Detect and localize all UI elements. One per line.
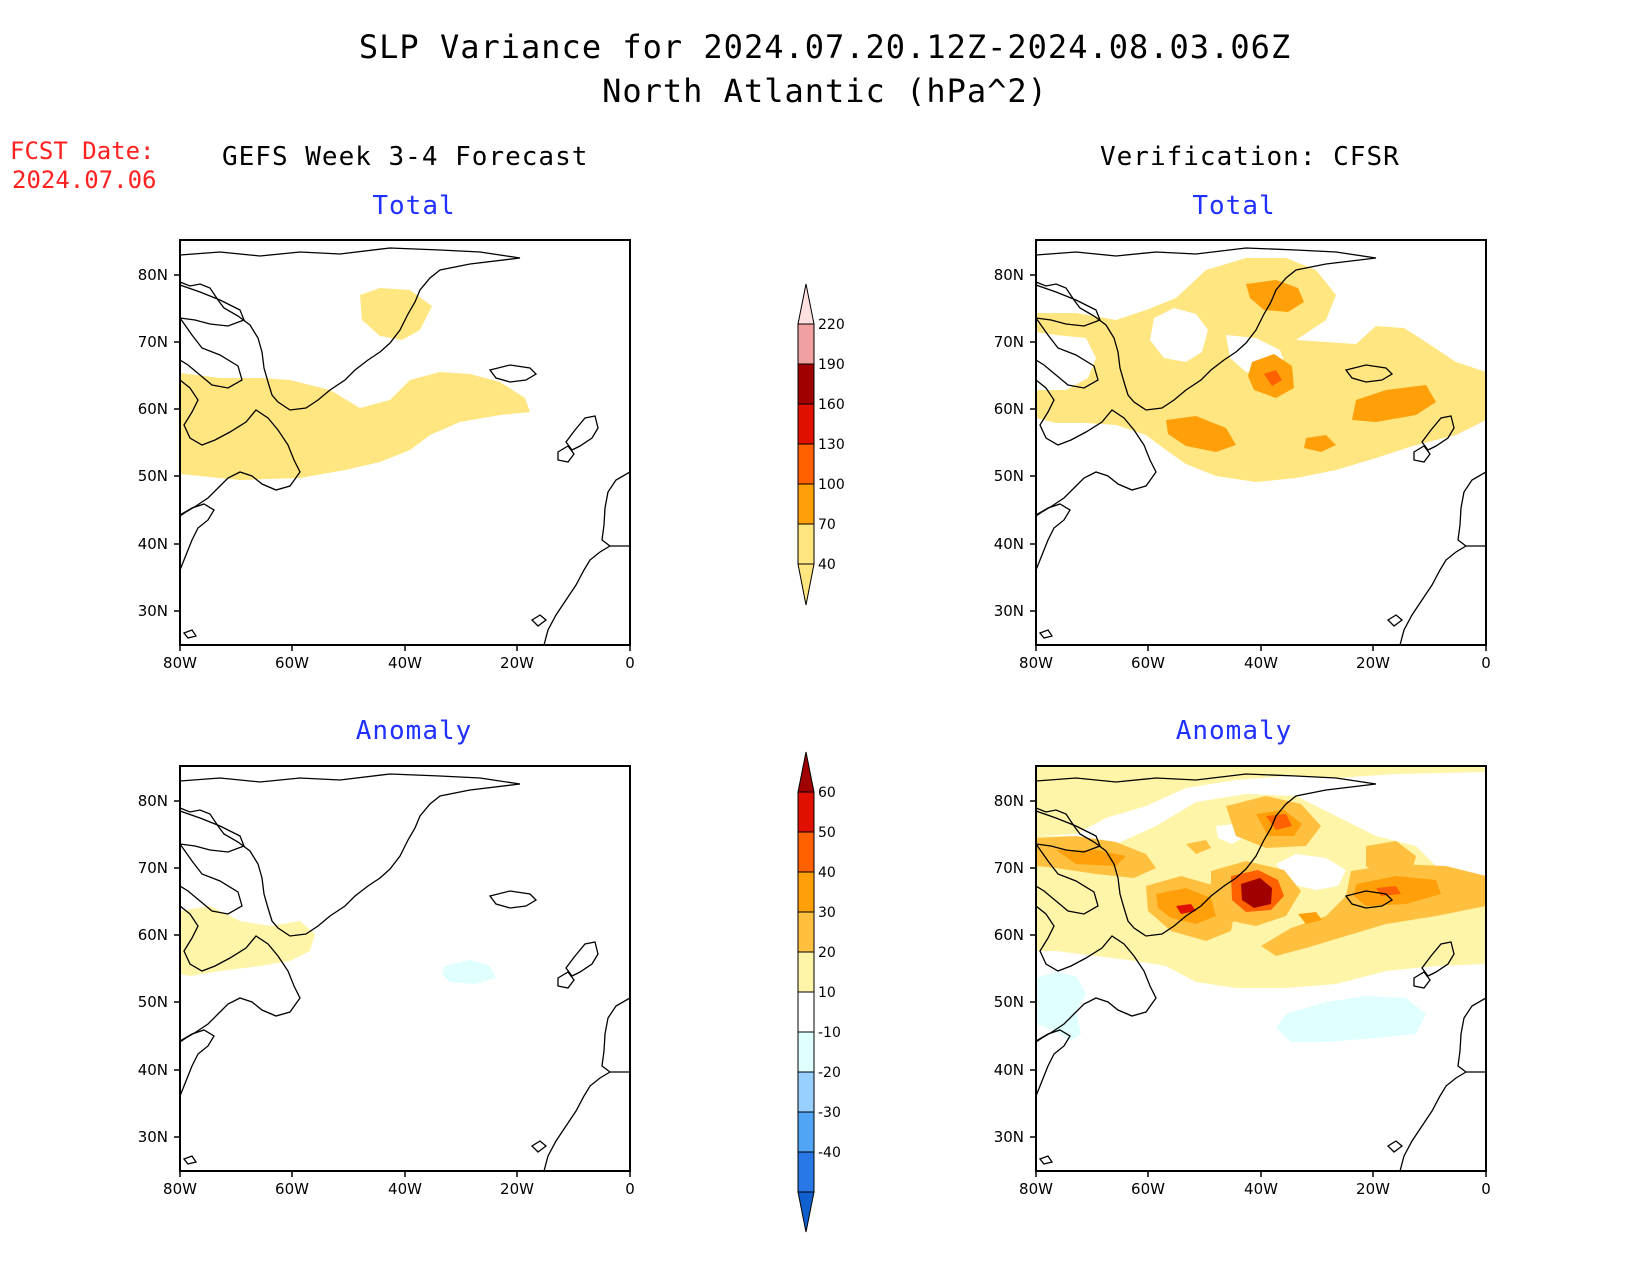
colorbar-total-label: 130	[818, 437, 845, 453]
lat-tick-label: 40N	[994, 1061, 1024, 1079]
colorbar-total: 40 70 100 130 160 190 220	[797, 283, 845, 606]
lat-tick-label: 80N	[138, 266, 168, 284]
lon-tick-label: 0	[625, 1180, 635, 1198]
lat-tick-label: 80N	[994, 792, 1024, 810]
lat-tick-label: 40N	[138, 535, 168, 553]
colorbar-anomaly: 60 50 40 30 20 10 -10 -20 -30 -40	[797, 751, 841, 1233]
lat-tick-label: 80N	[994, 266, 1024, 284]
forecast-total-label: Total	[372, 191, 456, 221]
lon-tick-label: 20W	[500, 1180, 534, 1198]
lon-tick-label: 60W	[275, 1180, 309, 1198]
colorbar-total-label: 220	[818, 317, 845, 333]
lat-tick-label: 80N	[138, 792, 168, 810]
lon-tick-label: 20W	[500, 654, 534, 672]
lat-tick-label: 70N	[138, 333, 168, 351]
lon-tick-label: 40W	[1244, 1180, 1278, 1198]
colorbar-anomaly-label: 30	[818, 905, 836, 921]
lat-tick-label: 70N	[994, 333, 1024, 351]
lon-tick-label: 60W	[1131, 1180, 1165, 1198]
colorbar-anomaly-label: -30	[818, 1105, 841, 1121]
colorbar-anomaly-label: 20	[818, 945, 836, 961]
lat-tick-label: 30N	[138, 1128, 168, 1146]
lat-tick-label: 50N	[994, 467, 1024, 485]
map-verification-total: 80N 70N 60N 50N 40N 30N 80W 60W 40W 20W …	[994, 239, 1491, 672]
verification-anomaly-label: Anomaly	[1175, 716, 1293, 746]
lat-tick-label: 30N	[994, 602, 1024, 620]
figure-title-line1: SLP Variance for 2024.07.20.12Z-2024.08.…	[358, 28, 1292, 66]
lon-tick-label: 40W	[388, 654, 422, 672]
lat-tick-label: 70N	[994, 859, 1024, 877]
colorbar-anomaly-label: 60	[818, 785, 836, 801]
figure-title-line2: North Atlantic (hPa^2)	[602, 72, 1048, 110]
forecast-column-title: GEFS Week 3-4 Forecast	[222, 142, 589, 172]
fcst-date-label: FCST Date:	[10, 137, 155, 165]
verification-column-title: Verification: CFSR	[1100, 142, 1400, 172]
lon-tick-label: 80W	[163, 654, 197, 672]
lon-tick-label: 20W	[1356, 654, 1390, 672]
lon-tick-label: 60W	[1131, 654, 1165, 672]
lat-tick-label: 50N	[138, 993, 168, 1011]
colorbar-total-label: 190	[818, 357, 845, 373]
verification-total-label: Total	[1192, 191, 1276, 221]
lat-tick-label: 60N	[994, 400, 1024, 418]
lon-tick-label: 60W	[275, 654, 309, 672]
lon-tick-label: 20W	[1356, 1180, 1390, 1198]
map-forecast-total: 80N 70N 60N 50N 40N 30N 80W 60W 40W 20W …	[138, 239, 635, 672]
colorbar-total-label: 100	[818, 477, 845, 493]
lat-tick-label: 40N	[138, 1061, 168, 1079]
lon-tick-label: 0	[1481, 1180, 1491, 1198]
colorbar-anomaly-label: 10	[818, 985, 836, 1001]
lat-tick-label: 70N	[138, 859, 168, 877]
colorbar-anomaly-label: 50	[818, 825, 836, 841]
map-verification-anomaly: 80N 70N 60N 50N 40N 30N 80W 60W 40W 20W …	[994, 765, 1491, 1198]
lat-tick-label: 60N	[994, 926, 1024, 944]
lat-tick-label: 30N	[994, 1128, 1024, 1146]
lat-tick-label: 30N	[138, 602, 168, 620]
lat-tick-label: 40N	[994, 535, 1024, 553]
lat-tick-label: 60N	[138, 400, 168, 418]
lon-tick-label: 0	[625, 654, 635, 672]
lat-tick-label: 60N	[138, 926, 168, 944]
lat-tick-label: 50N	[994, 993, 1024, 1011]
fcst-date-value: 2024.07.06	[12, 166, 157, 194]
lon-tick-label: 40W	[1244, 654, 1278, 672]
lon-tick-label: 80W	[163, 1180, 197, 1198]
colorbar-total-label: 70	[818, 517, 836, 533]
lon-tick-label: 0	[1481, 654, 1491, 672]
colorbar-anomaly-label: 40	[818, 865, 836, 881]
colorbar-total-label: 40	[818, 557, 836, 573]
lon-tick-label: 40W	[388, 1180, 422, 1198]
colorbar-anomaly-label: -10	[818, 1025, 841, 1041]
map-forecast-anomaly: 80N 70N 60N 50N 40N 30N 80W 60W 40W 20W …	[138, 765, 635, 1198]
colorbar-anomaly-label: -20	[818, 1065, 841, 1081]
colorbar-anomaly-label: -40	[818, 1145, 841, 1161]
forecast-anomaly-label: Anomaly	[355, 716, 473, 746]
lon-tick-label: 80W	[1019, 1180, 1053, 1198]
lon-tick-label: 80W	[1019, 654, 1053, 672]
colorbar-total-label: 160	[818, 397, 845, 413]
lat-tick-label: 50N	[138, 467, 168, 485]
